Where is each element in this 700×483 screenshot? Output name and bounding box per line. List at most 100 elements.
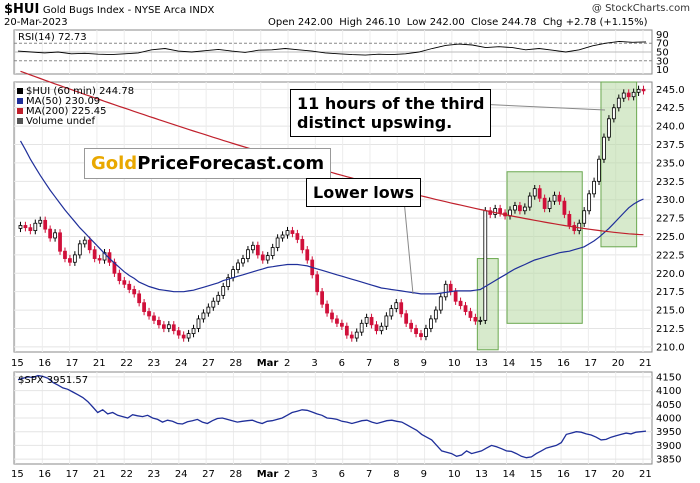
candle-up [607, 118, 611, 138]
spx-line [17, 374, 647, 459]
candle-down [137, 293, 142, 304]
candle-down [641, 88, 646, 92]
low-value: 242.00 [429, 17, 465, 28]
rsi-tick-label: 30 [656, 56, 669, 67]
price-tick-label: 225.0 [656, 232, 685, 243]
candle-down [340, 322, 344, 327]
x-tick-label: 23 [148, 358, 161, 369]
spx-x-tick-label: 9 [421, 469, 427, 480]
candle-down [330, 312, 334, 320]
candle-down [171, 324, 176, 332]
x-tick-label: 17 [584, 358, 597, 369]
x-tick-label: 9 [421, 358, 427, 369]
candle-down [152, 315, 156, 321]
candle-down [43, 219, 48, 230]
candle-up [265, 255, 270, 261]
candle-up [587, 193, 592, 212]
candle-down [181, 334, 186, 339]
spx-x-tick-label: 20 [612, 469, 625, 480]
candle-up [443, 283, 448, 298]
spx-tick-label: 4150 [656, 372, 681, 383]
ohlc-readout: Open 242.00 High 246.10 Low 242.00 Close… [268, 17, 647, 28]
candle-up [231, 269, 235, 279]
candle-down [344, 325, 349, 336]
chg-value: +2.78 (+1.15%) [565, 17, 648, 28]
candle-up [438, 296, 443, 311]
spx-x-tick-label: 17 [66, 469, 79, 480]
low-label: Low [406, 17, 427, 28]
candle-down [518, 205, 522, 212]
candle-down [349, 334, 354, 339]
x-tick-label: 20 [612, 358, 625, 369]
candle-down [399, 302, 404, 315]
spx-x-tick-label: 28 [229, 469, 242, 480]
high-value: 246.10 [365, 17, 401, 28]
price-tick-label: 242.5 [656, 103, 685, 114]
legend-label: MA(50) 230.09 [26, 96, 100, 107]
candle-up [38, 219, 43, 224]
candle-down [498, 208, 503, 214]
rsi-line [17, 40, 647, 56]
spx-x-tick-label: Mar [257, 469, 279, 480]
candle-up [236, 262, 240, 271]
candle-down [68, 258, 72, 263]
spx-x-tick-label: 16 [557, 469, 570, 480]
close-label: Close [471, 17, 499, 28]
candle-down [315, 274, 320, 293]
candle-up [270, 247, 275, 257]
callout-third-upswing: 11 hours of the third distinct upswing. [290, 89, 492, 137]
x-tick-label: 15 [11, 358, 24, 369]
candle-down [300, 239, 305, 251]
candle-down [458, 300, 463, 307]
spx-tick-label: 3900 [656, 441, 681, 452]
spx-x-tick-label: 24 [175, 469, 188, 480]
chart-header: $HUI Gold Bugs Index - NYSE Arca INDX [4, 2, 214, 17]
legend-label: $HUI (60 min) 244.78 [26, 86, 134, 97]
candle-up [285, 230, 290, 236]
legend-swatch [17, 88, 23, 94]
candle-down [142, 302, 146, 312]
candle-down [161, 324, 166, 329]
candle-down [97, 258, 102, 261]
x-tick-label: 28 [229, 358, 242, 369]
candle-down [132, 289, 137, 295]
x-tick-label: 16 [557, 358, 570, 369]
candle-down [92, 249, 97, 259]
ma200-line [20, 70, 644, 236]
spx-x-tick-label: 13 [475, 469, 488, 480]
x-tick-label: 17 [66, 358, 79, 369]
candle-down [409, 322, 414, 329]
high-label: High [339, 17, 363, 28]
candle-down [157, 319, 161, 326]
candle-down [488, 210, 493, 215]
rsi-tick-label: 10 [656, 65, 669, 76]
candle-down [567, 214, 572, 226]
candle-down [542, 197, 547, 209]
candle-down [404, 313, 409, 324]
candle-down [260, 254, 265, 261]
spx-x-tick-label: 27 [202, 469, 215, 480]
candle-down [537, 188, 542, 199]
candle-up [527, 195, 532, 208]
candle-up [547, 200, 552, 209]
x-tick-label: 22 [120, 358, 133, 369]
candle-down [127, 283, 132, 290]
x-tick-label: 13 [475, 358, 488, 369]
candle-up [597, 158, 601, 182]
candle-up [250, 244, 255, 251]
price-tick-label: 217.5 [656, 287, 685, 298]
spx-tick-label: 4100 [656, 386, 681, 397]
ma50-line [19, 140, 644, 295]
candle-up [493, 208, 498, 215]
candle-up [53, 232, 57, 239]
x-tick-label: 3 [311, 358, 317, 369]
x-tick-label: 14 [502, 358, 515, 369]
price-tick-label: 222.5 [656, 250, 685, 261]
callout-third-upswing-line1: 11 hours of the third [297, 94, 485, 113]
price-panel-frame [13, 81, 653, 353]
candle-down [453, 291, 458, 302]
candle-up [33, 222, 38, 232]
rsi-legend: RSI(14) 72.73 [18, 32, 87, 43]
spx-x-tick-label: 10 [448, 469, 461, 480]
